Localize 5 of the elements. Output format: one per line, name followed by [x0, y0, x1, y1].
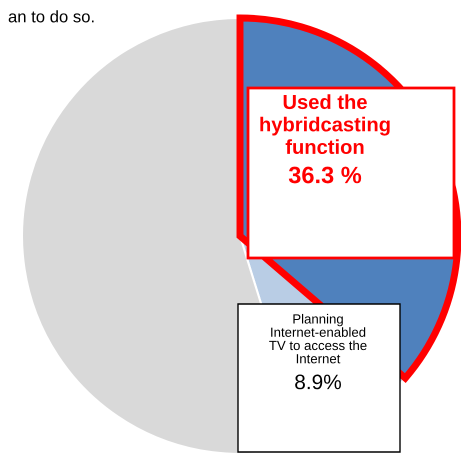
- data-label: 36.3 %: [288, 166, 362, 184]
- slice-label: Used the hybridcasting function: [260, 94, 390, 154]
- text: an to do so.: [8, 10, 94, 22]
- slice-label: Planning Internet-enabled TV to access the Internet: [269, 314, 367, 364]
- data-label: 8.9%: [295, 374, 342, 390]
